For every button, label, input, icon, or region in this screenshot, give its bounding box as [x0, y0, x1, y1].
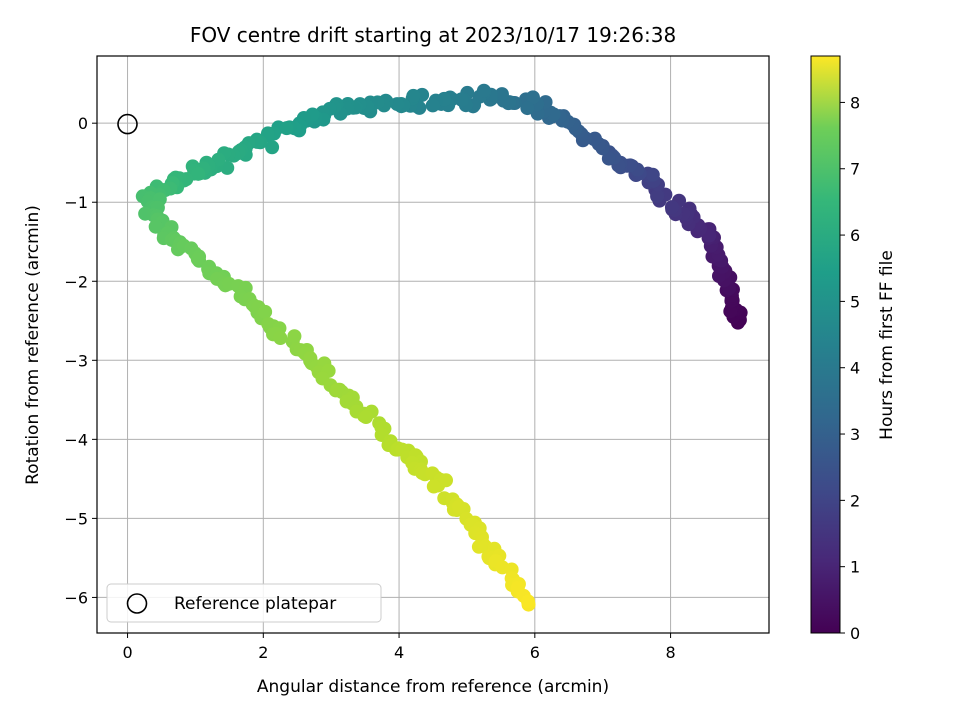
colorbar-tick-label: 2: [850, 491, 860, 510]
colorbar-tick-label: 1: [850, 558, 860, 577]
x-tick-label: 4: [394, 643, 404, 662]
data-point: [148, 219, 163, 234]
x-tick-label: 2: [258, 643, 268, 662]
data-point: [520, 101, 535, 116]
y-tick-label: 0: [78, 114, 88, 133]
data-point: [406, 88, 421, 103]
y-tick-label: −1: [64, 193, 88, 212]
data-point: [426, 479, 441, 494]
data-point: [650, 189, 665, 204]
y-axis: 0 −1 −2 −3 −4 −5 −6: [64, 114, 97, 607]
data-point: [476, 83, 491, 98]
data-point: [451, 499, 466, 514]
colorbar-tick-label: 5: [850, 292, 860, 311]
data-point: [220, 160, 235, 175]
data-point: [645, 167, 660, 182]
x-tick-label: 6: [530, 643, 540, 662]
data-point: [279, 121, 294, 136]
data-point: [425, 98, 440, 113]
y-tick-label: −3: [64, 351, 88, 370]
data-point: [265, 140, 280, 155]
chart-title: FOV centre drift starting at 2023/10/17 …: [190, 23, 676, 47]
y-tick-label: −5: [64, 509, 88, 528]
y-tick-label: −6: [64, 588, 88, 607]
data-point: [664, 200, 679, 215]
x-tick-label: 8: [665, 643, 675, 662]
colorbar-tick-label: 7: [850, 160, 860, 179]
data-point: [287, 329, 302, 344]
legend-marker: [126, 593, 148, 614]
data-point: [258, 304, 273, 319]
reference-marker: [117, 113, 138, 135]
legend-label: Reference platepar: [174, 594, 336, 614]
x-tick-label: 0: [122, 643, 132, 662]
data-point: [521, 594, 536, 609]
grid-lines: [97, 56, 769, 633]
data-point: [494, 87, 509, 102]
data-point: [191, 166, 206, 181]
data-point: [390, 97, 405, 112]
legend: Reference platepar: [106, 583, 382, 623]
colorbar: 0 1 2 3 4 5 6 7 8 Hours from first FF file: [810, 55, 897, 643]
colorbar-tick-label: 6: [850, 226, 860, 245]
colorbar-tick-label: 3: [850, 425, 860, 444]
data-point: [273, 331, 288, 346]
scatter-points: [135, 83, 748, 612]
colorbar-title: Hours from first FF file: [877, 250, 897, 440]
data-point: [439, 473, 454, 488]
y-tick-label: −2: [64, 272, 88, 291]
colorbar-tick-label: 0: [850, 624, 860, 643]
colorbar-gradient: [810, 55, 841, 634]
data-point: [359, 410, 374, 425]
colorbar-tick-label: 4: [850, 359, 860, 378]
colorbar-ticks: 0 1 2 3 4 5 6 7 8: [840, 93, 860, 643]
data-point: [601, 151, 616, 166]
data-point: [525, 90, 540, 105]
x-axis-title: Angular distance from reference (arcmin): [257, 677, 609, 697]
colorbar-tick-label: 8: [850, 93, 860, 112]
y-axis-title: Rotation from reference (arcmin): [23, 205, 43, 485]
x-axis: 0 2 4 6 8: [122, 633, 676, 662]
plot-frame: [96, 55, 770, 634]
data-point: [723, 304, 738, 319]
legend-box: [106, 583, 382, 623]
data-point: [190, 252, 205, 267]
data-point: [330, 382, 345, 397]
y-tick-label: −4: [64, 430, 88, 449]
